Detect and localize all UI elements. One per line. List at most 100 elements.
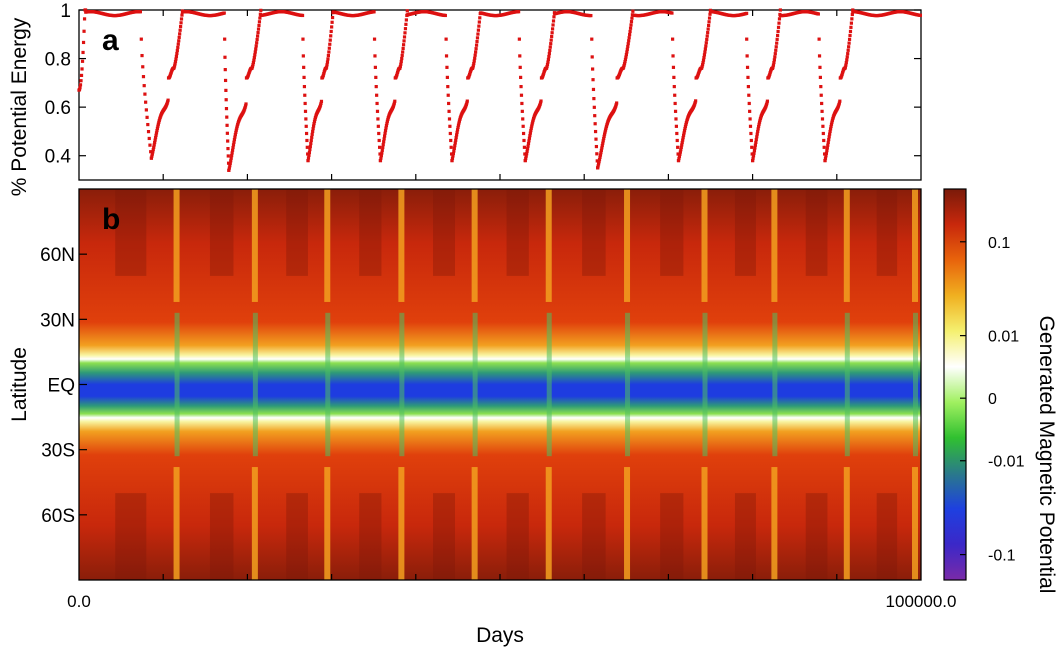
data-point (601, 139, 605, 143)
data-point (519, 93, 524, 97)
data-point (78, 86, 82, 90)
data-point (820, 109, 824, 113)
data-point (591, 67, 595, 71)
heatmap-dark-column (506, 493, 529, 580)
heatmap-dark-column (582, 189, 606, 276)
data-point (678, 150, 682, 154)
data-point (259, 8, 263, 12)
data-point (311, 127, 315, 131)
data-point (330, 25, 334, 29)
data-point (457, 119, 462, 123)
data-point (448, 131, 452, 136)
data-point (377, 131, 381, 136)
data-point (404, 22, 408, 26)
data-point (226, 146, 230, 151)
data-point (373, 54, 377, 58)
data-point (627, 36, 631, 40)
heatmap-front-streak (701, 467, 708, 580)
data-point (676, 145, 680, 149)
data-point (179, 21, 183, 25)
data-point (707, 23, 711, 28)
data-point (254, 44, 258, 48)
data-point (306, 156, 311, 160)
data-point (705, 34, 709, 38)
data-point (825, 149, 829, 153)
data-point (447, 101, 451, 106)
data-point (701, 58, 706, 62)
data-point (590, 55, 594, 59)
heatmap-equator-streak (325, 312, 331, 457)
data-point (918, 13, 923, 17)
data-point (545, 64, 549, 69)
data-point (452, 149, 456, 153)
data-point (822, 152, 827, 156)
data-point (673, 101, 677, 106)
heatmap-front-streak (251, 189, 258, 302)
data-point (148, 143, 152, 147)
data-point (146, 122, 150, 127)
data-point (545, 62, 550, 67)
data-point (772, 61, 776, 65)
data-point (550, 27, 555, 31)
data-point (599, 148, 603, 152)
data-point (402, 39, 406, 43)
data-point (531, 118, 535, 122)
data-point (384, 123, 389, 128)
data-point (176, 42, 180, 46)
data-point (706, 31, 710, 35)
heatmap-front-streak (324, 467, 331, 580)
data-point (846, 48, 850, 52)
data-point (449, 138, 453, 143)
data-point (177, 35, 181, 39)
data-point (444, 54, 449, 58)
data-point (304, 124, 308, 128)
data-point (454, 135, 458, 140)
data-point (256, 27, 261, 31)
data-point (775, 41, 779, 45)
data-point (592, 105, 596, 109)
data-point (747, 101, 751, 106)
data-point (474, 43, 479, 47)
data-point (529, 129, 533, 133)
data-point (81, 40, 86, 45)
data-point (700, 63, 705, 67)
heatmap-equator-streak (702, 312, 708, 457)
data-point (591, 78, 595, 82)
data-point (381, 145, 385, 150)
data-point (748, 109, 752, 113)
data-point (837, 103, 841, 107)
data-point (138, 10, 142, 14)
panel-b-ytick-label: EQ (48, 376, 75, 397)
data-point (526, 141, 531, 146)
heatmap-front-streak (771, 467, 778, 580)
data-point (524, 154, 528, 158)
data-point (528, 134, 532, 138)
data-point (517, 10, 521, 14)
data-point (704, 44, 708, 48)
data-point (673, 109, 678, 113)
data-point (312, 119, 317, 123)
colorbar-gradient (943, 188, 967, 581)
heatmap-dark-column (115, 493, 147, 580)
data-point (520, 101, 524, 106)
data-point (546, 60, 550, 64)
data-point (253, 50, 257, 54)
data-point (701, 60, 705, 65)
data-point (326, 57, 330, 61)
data-point (521, 131, 526, 136)
data-point (778, 8, 782, 12)
data-point (818, 65, 822, 69)
data-point (678, 152, 682, 156)
panel-b-ytick-label: 60S (41, 506, 75, 527)
data-point (552, 15, 556, 19)
data-point (590, 37, 594, 41)
data-point (677, 156, 681, 161)
data-point (521, 124, 525, 128)
data-point (748, 117, 752, 121)
data-point (520, 109, 524, 113)
data-point (309, 138, 313, 143)
heatmap-dark-column (734, 189, 756, 276)
heatmap-equator-streak (546, 312, 552, 457)
data-point (849, 25, 853, 29)
data-point (703, 47, 707, 51)
